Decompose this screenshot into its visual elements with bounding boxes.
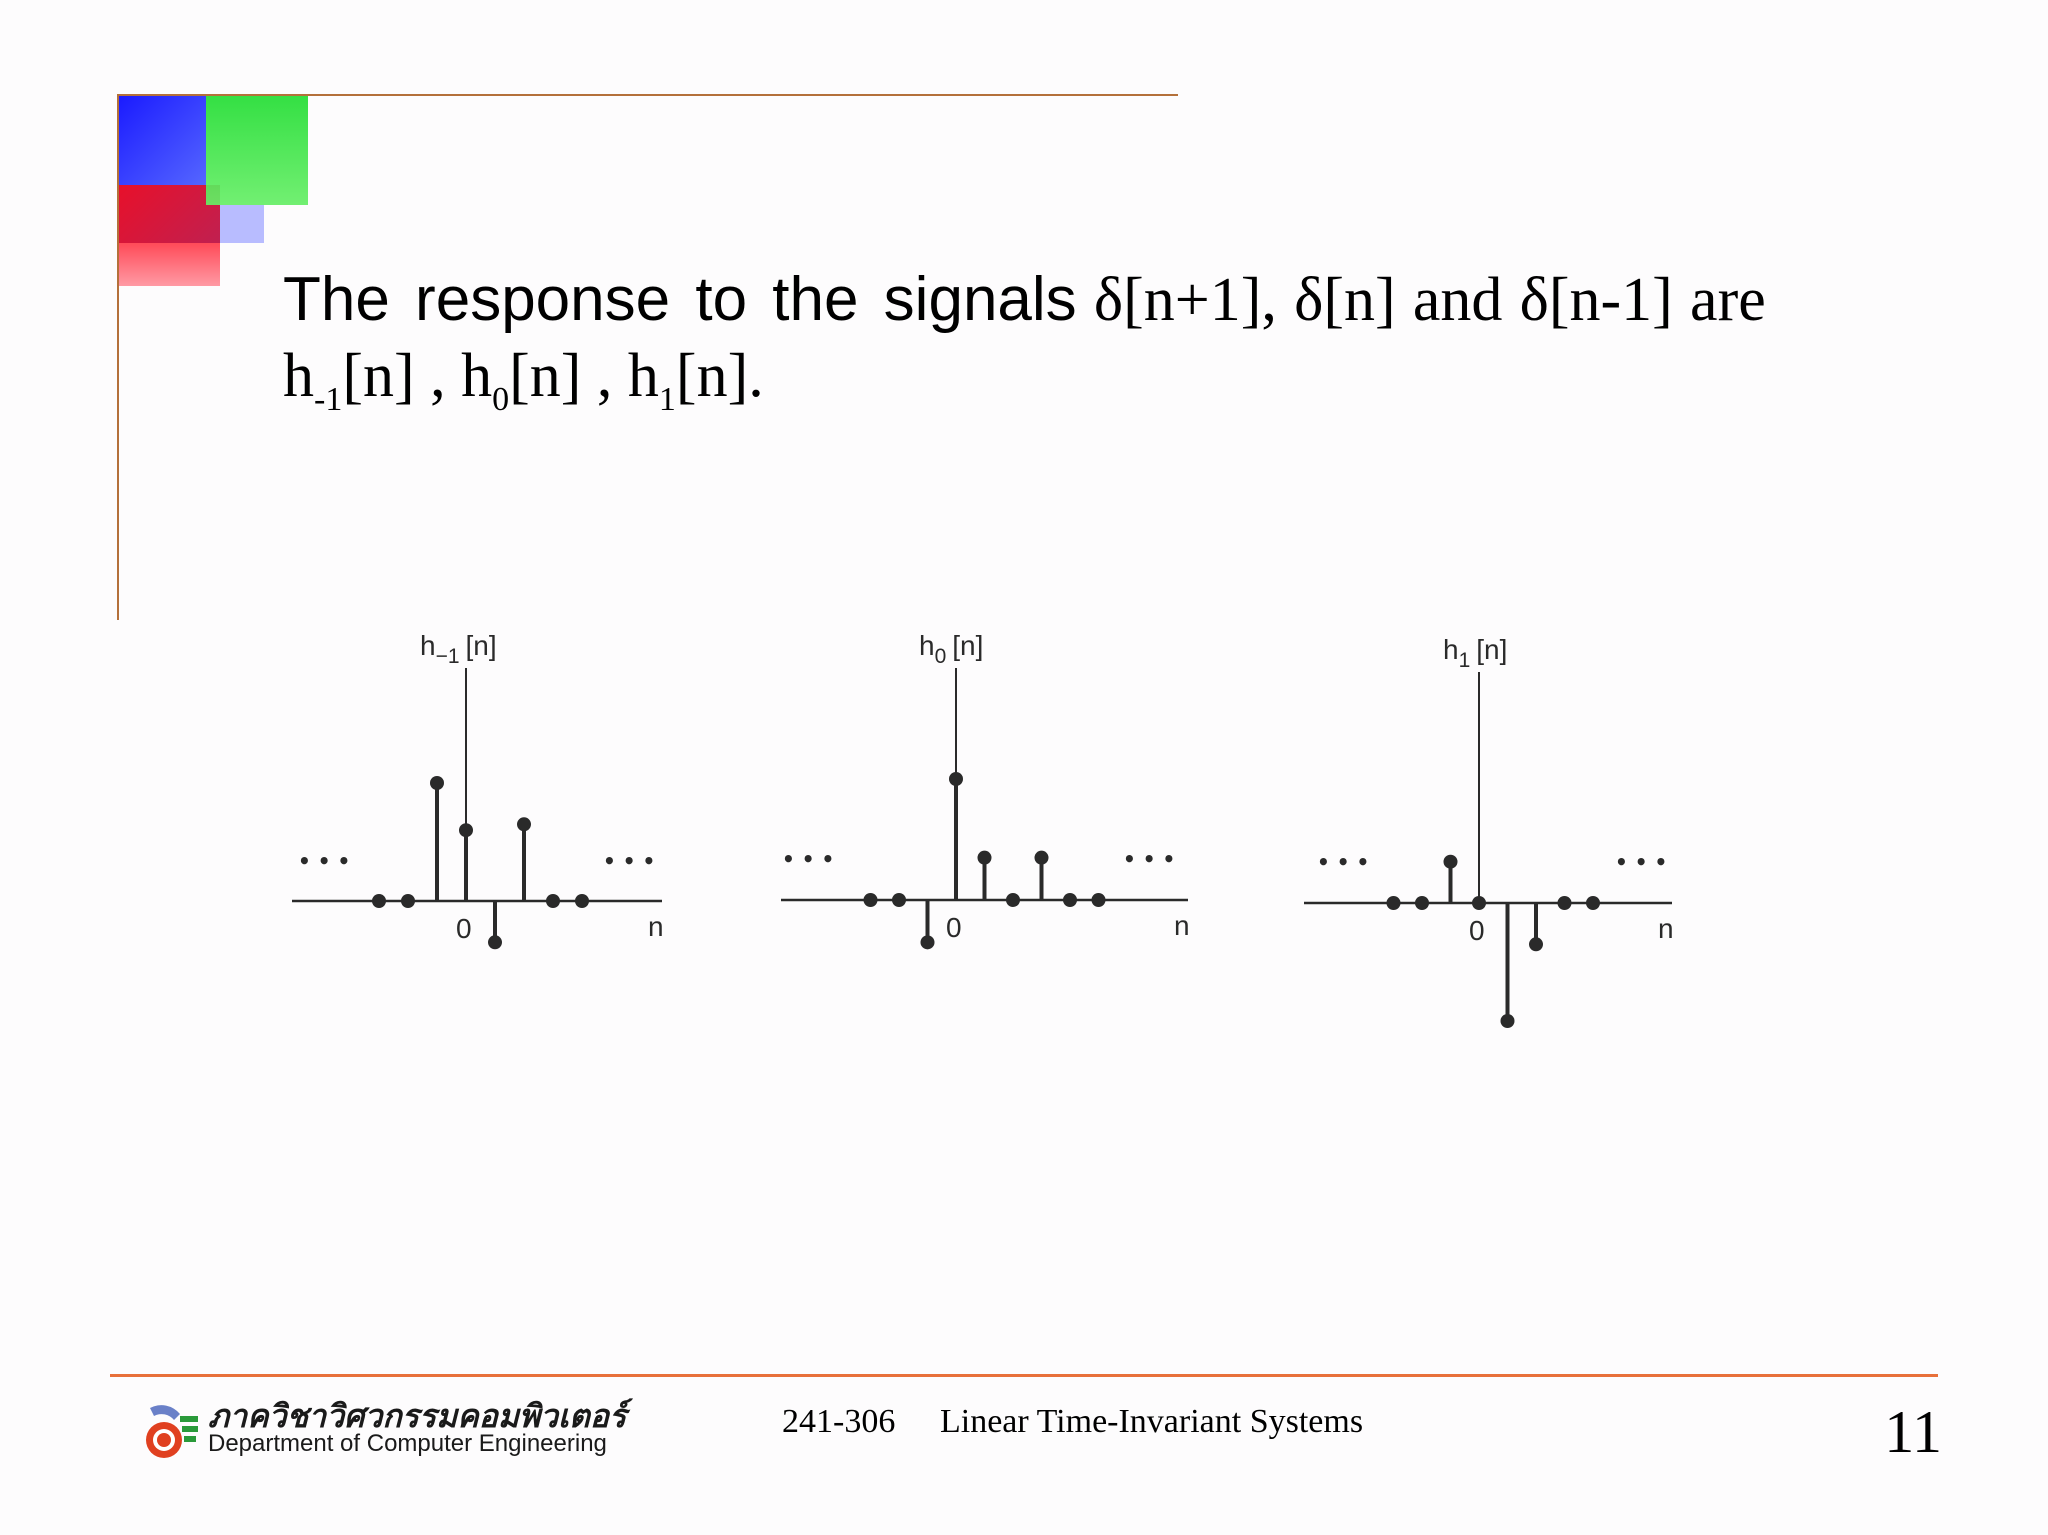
h-argument: [n] , [509, 342, 613, 410]
n-axis-label-1: n [1174, 910, 1190, 941]
h-subscript: 1 [658, 381, 676, 418]
n-axis-label-2: n [1658, 913, 1674, 944]
stem-point [1529, 937, 1543, 952]
corner-red-square [118, 185, 220, 243]
stem-point [517, 817, 531, 832]
ellipsis-left-1: • • • [782, 847, 834, 871]
stem-point [863, 893, 878, 907]
verb-are: are [1690, 266, 1766, 334]
corner-pink-square [118, 243, 220, 286]
department-logo-icon [122, 1394, 198, 1462]
ellipsis-left-2: • • • [1317, 850, 1369, 874]
plot-title-2: h1 [n] [1443, 634, 1507, 672]
origin-label-0: 0 [456, 913, 472, 944]
stem-point [401, 894, 415, 908]
footer-rule [110, 1374, 1938, 1377]
stem-point [977, 850, 992, 865]
h-argument: [n] , [342, 342, 446, 410]
corner-lavender-square [220, 205, 264, 243]
stem-point [1034, 850, 1049, 865]
corner-blue-square [118, 95, 206, 185]
ellipsis-right-1: • • • [1123, 847, 1175, 871]
stem-point [546, 894, 560, 908]
stem-point [1557, 896, 1572, 910]
stem-point [488, 935, 502, 950]
signal-delta-n-minus-1: δ[n-1] [1519, 266, 1673, 334]
stem-point [1586, 896, 1600, 910]
signal-delta-n-plus-1: δ[n+1], [1093, 266, 1277, 334]
stem-point [920, 935, 935, 950]
stem-point [459, 823, 473, 838]
stem-point [430, 776, 444, 790]
origin-label-2: 0 [1469, 915, 1485, 946]
stem-point [1063, 893, 1077, 907]
body-line-1: The response to the signals δ[n+1], δ[n]… [283, 262, 1803, 338]
course-title: Linear Time-Invariant Systems [940, 1403, 1364, 1440]
stem-point [1472, 896, 1486, 910]
corner-green-square [206, 95, 308, 205]
n-axis-label-0: n [648, 911, 664, 942]
plot-title-1: h0 [n] [919, 630, 983, 668]
stem-point [1500, 1014, 1515, 1028]
stem-point [1006, 893, 1020, 907]
plot-title-0: h−1 [n] [420, 630, 497, 668]
department-name-thai: ภาควิชาวิศวกรรมคอมพิวเตอร์ [208, 1397, 627, 1435]
stem-point [1443, 854, 1458, 869]
department-name-english: Department of Computer Engineering [208, 1430, 607, 1457]
ellipsis-left-0: • • • [298, 849, 350, 873]
body-line-2: h-1[n] , h0[n] , h1[n]. [283, 338, 1803, 417]
h-base: h [627, 342, 659, 410]
response-h-minus-1: h-1[n] , [283, 342, 446, 417]
page-number: 11 [1884, 1399, 1942, 1465]
h-subscript: -1 [314, 381, 343, 418]
ellipsis-right-0: • • • [603, 849, 655, 873]
top-rule [118, 94, 1178, 96]
signal-delta-n: δ[n] [1294, 266, 1396, 334]
left-rule [117, 94, 119, 620]
slide-body-text: The response to the signals δ[n+1], δ[n]… [283, 262, 1803, 417]
response-h-1: h1[n]. [627, 342, 764, 417]
stem-point [575, 894, 589, 908]
stem-point [1415, 896, 1429, 910]
origin-label-1: 0 [946, 912, 962, 943]
stem-point [372, 894, 386, 908]
h-subscript: 0 [492, 381, 510, 418]
stem-point [892, 893, 906, 907]
conjunction-and: and [1412, 266, 1503, 334]
h-base: h [283, 342, 314, 410]
h-base: h [461, 342, 493, 410]
stem-point [1386, 896, 1401, 910]
course-code: 241-306 [782, 1403, 896, 1440]
ellipsis-right-2: • • • [1615, 850, 1667, 874]
h-argument: [n]. [675, 342, 764, 410]
body-prefix: The response to the signals [283, 265, 1077, 334]
response-h-0: h0[n] , [461, 342, 613, 417]
stem-point [949, 772, 963, 786]
stem-point [1091, 893, 1106, 907]
